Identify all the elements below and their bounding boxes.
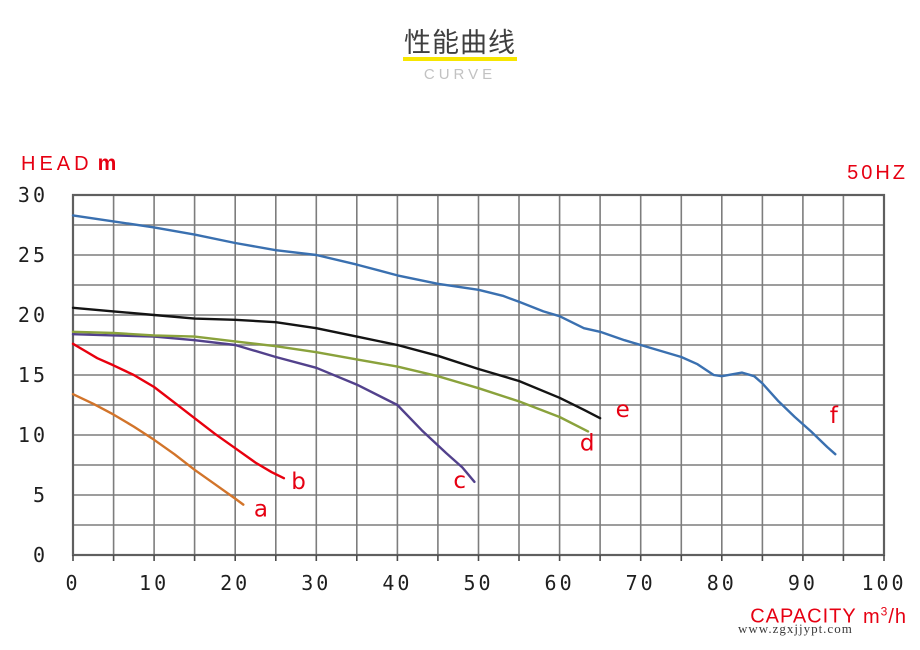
- curve-label-f: f: [830, 403, 839, 429]
- x-axis-title: CAPACITY m3/h: [750, 604, 907, 629]
- curve-label-d: d: [580, 431, 595, 457]
- page-subtitle: CURVE: [423, 66, 497, 83]
- capacity-unit: m3/h: [862, 604, 907, 628]
- y-tick-label: 15: [18, 363, 48, 387]
- y-axis-title: HEAD m: [21, 152, 116, 176]
- curve-a: [71, 393, 245, 506]
- x-tick-label: 80: [707, 571, 737, 595]
- x-tick-label: 10: [139, 571, 169, 595]
- x-tick-label: 50: [463, 571, 493, 595]
- head-text: HEAD: [21, 153, 93, 175]
- y-tick-label: 0: [33, 543, 48, 567]
- x-tick-label: 70: [626, 571, 656, 595]
- curve-d: [71, 330, 590, 433]
- page-title: 性能曲线: [404, 28, 516, 58]
- curve-e: [71, 306, 602, 420]
- frequency-label: 50HZ: [847, 162, 908, 184]
- curve-label-c: c: [453, 468, 466, 494]
- title-underline: [403, 57, 517, 61]
- curve-b: [71, 342, 286, 480]
- x-tick-label: 60: [545, 571, 575, 595]
- y-tick-label: 5: [33, 483, 48, 507]
- watermark: www.zgxjjypt.com: [738, 621, 853, 636]
- y-tick-label: 10: [18, 423, 48, 447]
- x-tick-label: 20: [220, 571, 250, 595]
- capacity-text: CAPACITY: [750, 605, 857, 628]
- x-tick-label: 30: [301, 571, 331, 595]
- curve-label-b: b: [291, 469, 306, 495]
- x-tick-label: 100: [861, 571, 906, 595]
- y-tick-label: 30: [18, 183, 48, 207]
- y-tick-label: 20: [18, 303, 48, 327]
- curve-f: [71, 214, 837, 456]
- y-tick-label: 25: [18, 243, 48, 267]
- head-unit: m: [97, 152, 117, 175]
- x-tick-label: 0: [65, 571, 80, 595]
- x-tick-label: 90: [788, 571, 818, 595]
- curve-label-e: e: [616, 397, 630, 423]
- x-tick-label: 40: [382, 571, 412, 595]
- curve-c: [71, 333, 476, 483]
- curve-label-a: a: [254, 497, 268, 523]
